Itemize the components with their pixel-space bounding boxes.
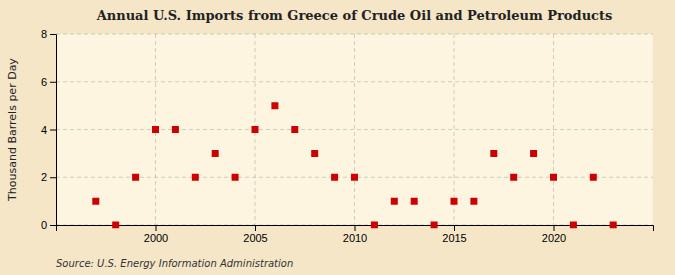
point (451, 198, 458, 205)
tick-mark (50, 225, 56, 226)
tick-mark (50, 82, 56, 83)
tick: 4 (41, 124, 56, 136)
point (431, 222, 438, 229)
tick-mark (156, 225, 157, 231)
axis-line (50, 35, 57, 226)
tick-mark (454, 225, 455, 231)
point (212, 150, 219, 157)
grid-line (454, 34, 455, 225)
point (371, 222, 378, 229)
chart: 2000 2005 2010 2015 2020 0 2 4 6 8 Annual U.S. Imp… (0, 0, 675, 275)
point (132, 174, 139, 181)
title: Annual U.S. Imports from Greece of Crude… (96, 8, 613, 23)
point (291, 126, 298, 133)
point (590, 174, 597, 181)
point (391, 198, 398, 205)
point (570, 222, 577, 229)
point (351, 174, 358, 181)
annotation: Source: U.S. Energy Information Administ… (56, 258, 293, 269)
y-axis: 0 2 4 6 8 (41, 28, 57, 231)
tick-mark (50, 177, 56, 178)
tick: 8 (41, 28, 56, 40)
plot-background (56, 34, 653, 225)
point (192, 174, 199, 181)
point (232, 174, 239, 181)
tick: 2005 (243, 225, 267, 244)
point (271, 102, 278, 109)
point (112, 222, 119, 229)
point (152, 126, 159, 133)
x-axis: 2000 2005 2010 2015 2020 (57, 225, 654, 244)
tick: 2015 (442, 225, 466, 244)
point (470, 198, 477, 205)
tick-label: 2010 (343, 232, 367, 244)
tick-label: 8 (41, 28, 47, 40)
point (311, 150, 318, 157)
tick-label: 2000 (144, 232, 168, 244)
point (331, 174, 338, 181)
y-axis-title: Thousand Barrels per Day (6, 58, 19, 202)
points (92, 102, 616, 228)
grid (56, 34, 653, 225)
tick-label: 6 (41, 76, 47, 88)
tick: 2020 (542, 225, 566, 244)
grid-line (354, 34, 355, 225)
point (610, 222, 617, 229)
tick-mark (50, 130, 56, 131)
tick-mark (355, 225, 356, 231)
tick-mark (554, 225, 555, 231)
point (550, 174, 557, 181)
tick-label: 2015 (442, 232, 466, 244)
point (252, 126, 259, 133)
background (0, 0, 675, 275)
tick: 2010 (343, 225, 367, 244)
point (411, 198, 418, 205)
tick-mark (50, 34, 56, 35)
tick-label: 2 (41, 171, 47, 183)
grid-line (56, 129, 653, 130)
point (510, 174, 517, 181)
point (530, 150, 537, 157)
axis-line (57, 226, 654, 232)
point (172, 126, 179, 133)
grid-line (56, 81, 653, 82)
tick: 0 (41, 219, 56, 231)
tick-label: 2005 (243, 232, 267, 244)
tick-label: 0 (41, 219, 47, 231)
tick-label: 4 (41, 124, 47, 136)
tick: 6 (41, 76, 56, 88)
point (92, 198, 99, 205)
tick: 2 (41, 171, 56, 183)
tick: 2000 (144, 225, 168, 244)
grid-line (56, 34, 653, 35)
point (490, 150, 497, 157)
tick-mark (255, 225, 256, 231)
tick-label: 2020 (542, 232, 566, 244)
